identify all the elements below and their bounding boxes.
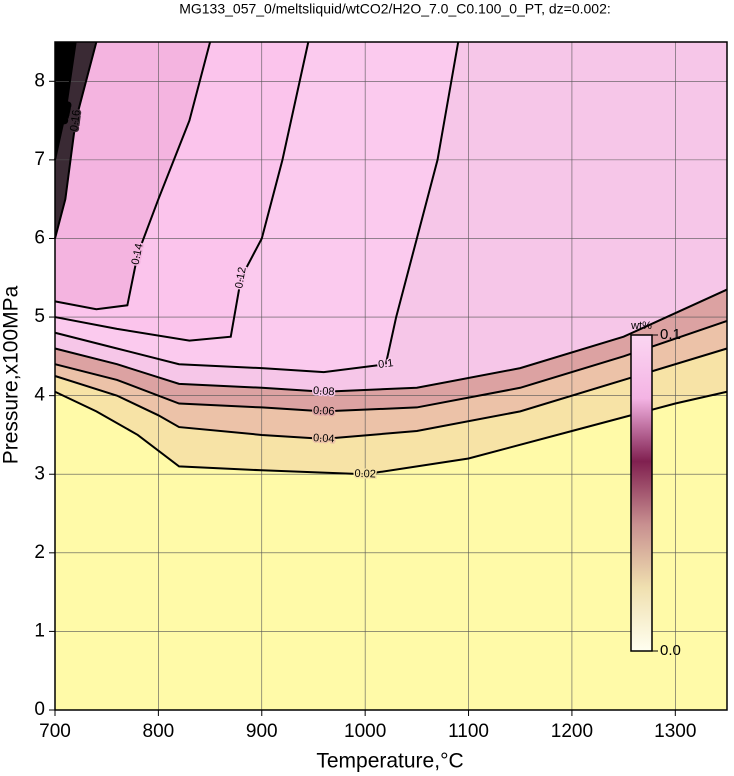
x-tick-label: 900 bbox=[246, 721, 278, 742]
contour-line bbox=[54, 41, 77, 161]
contour-line bbox=[54, 41, 98, 239]
contour-line bbox=[54, 320, 728, 413]
contour-label: 0.12 bbox=[233, 266, 249, 289]
contour-line bbox=[54, 347, 728, 440]
colorbar-tick-label: 0.0 bbox=[660, 642, 681, 659]
contour-line bbox=[54, 288, 728, 393]
contour-label: 0.14 bbox=[130, 242, 146, 265]
y-tick-label: 4 bbox=[34, 385, 45, 406]
contour-line bbox=[54, 41, 310, 342]
colorbar-tick-label: 0.1 bbox=[660, 326, 681, 343]
contour-label: 0.16 bbox=[68, 109, 83, 132]
y-tick-label: 3 bbox=[34, 463, 45, 484]
contour-fill bbox=[55, 42, 211, 310]
y-tick-label: 2 bbox=[34, 542, 45, 563]
x-tick-label: 1200 bbox=[551, 721, 593, 742]
y-tick-label: 5 bbox=[34, 306, 45, 327]
x-tick-label: 1300 bbox=[654, 721, 696, 742]
contour-line bbox=[54, 41, 212, 311]
colorbar-label: wt% bbox=[630, 320, 652, 332]
y-tick-label: 1 bbox=[34, 620, 45, 641]
y-tick-label: 6 bbox=[34, 227, 45, 248]
y-tick-label: 0 bbox=[34, 699, 45, 720]
x-tick-label: 700 bbox=[39, 721, 71, 742]
y-tick-label: 7 bbox=[34, 149, 45, 170]
x-axis-label: Temperature,°C bbox=[316, 750, 463, 773]
plot-frame bbox=[54, 41, 728, 711]
y-axis-label: Pressure,x100MPa bbox=[0, 285, 23, 464]
x-tick-label: 800 bbox=[143, 721, 175, 742]
contour-label: 0.06 bbox=[313, 405, 335, 418]
x-tick-label: 1100 bbox=[448, 721, 489, 742]
contour-label: 0.08 bbox=[313, 385, 335, 398]
contour-line bbox=[54, 41, 460, 374]
x-tick-label: 1000 bbox=[344, 721, 386, 742]
chart-title: MG133_057_0/meltsliquid/wtCO2/H2O_7.0_C0… bbox=[179, 1, 611, 17]
colorbar bbox=[630, 334, 653, 652]
contour-label: 0.02 bbox=[354, 468, 376, 481]
contour-line bbox=[54, 390, 728, 476]
contour-label: 0.1 bbox=[377, 357, 394, 371]
contour-label: 0.04 bbox=[313, 432, 335, 445]
y-tick-label: 8 bbox=[34, 70, 45, 91]
